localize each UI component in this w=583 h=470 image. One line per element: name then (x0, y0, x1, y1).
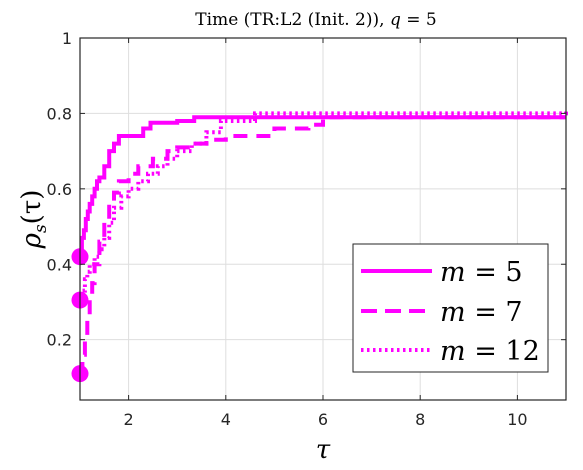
legend-label-m12: m = 12 (440, 336, 540, 367)
legend-label-m12-eq: = (466, 336, 506, 367)
legend-label-m5-var: m (440, 257, 466, 288)
series-lines (79, 111, 568, 376)
series-line-m12 (80, 111, 568, 303)
x-axis-label: τ (316, 435, 331, 465)
legend-label-m5: m = 5 (440, 257, 523, 288)
chart-title-prefix: Time (TR:L2 (Init. 2)), (195, 10, 390, 30)
legend-label-m7: m = 7 (440, 297, 523, 328)
series-line-m7 (80, 115, 566, 376)
legend-label-m5-eq: = (466, 257, 506, 288)
legend-label-m5-value: 5 (505, 257, 522, 288)
y-axis-label-subscript: s (31, 224, 51, 233)
y-tick-label: 1 (62, 29, 72, 48)
series-line-m5 (79, 115, 566, 259)
y-axis-label-base: ρ (17, 232, 47, 249)
y-tick-label: 0.4 (47, 255, 72, 274)
x-tick-label: 8 (415, 410, 425, 429)
chart-title-variable: q (390, 10, 401, 30)
legend-label-m7-value: 7 (505, 297, 522, 328)
legend-label-m12-value: 12 (505, 336, 539, 367)
x-tick-label: 10 (507, 410, 527, 429)
axis-ticks: 2 4 6 8 10 0.2 0.4 0.6 0.8 1 (47, 29, 566, 429)
legend-label-m7-var: m (440, 297, 466, 328)
legend: m = 5 m = 7 m = 12 (352, 243, 549, 373)
x-tick-label: 2 (124, 410, 134, 429)
chart-title: Time (TR:L2 (Init. 2)), q = 5 (195, 10, 436, 30)
y-tick-label: 0.8 (47, 104, 72, 123)
chart-title-suffix: = 5 (401, 10, 437, 30)
x-tick-label: 4 (221, 410, 231, 429)
y-axis-label-argument: (τ) (17, 190, 47, 225)
legend-label-m7-eq: = (466, 297, 506, 328)
y-tick-label: 0.6 (47, 180, 72, 199)
y-axis-label: ρs(τ) (17, 190, 51, 250)
y-tick-label: 0.2 (47, 331, 72, 350)
x-tick-label: 6 (318, 410, 328, 429)
legend-label-m12-var: m (440, 336, 466, 367)
